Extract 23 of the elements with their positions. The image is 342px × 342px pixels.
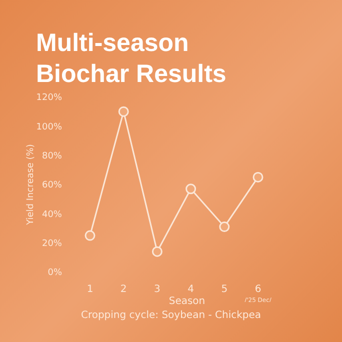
point (152, 246, 162, 257)
y-tick-label: 100% (36, 122, 62, 132)
x-axis-title: Season (168, 296, 206, 307)
chart-title: Multi-season Biochar Results (36, 28, 228, 90)
y-tick-label: 80% (42, 152, 62, 162)
y-tick-label: 120% (36, 93, 62, 104)
x-tick-label: 3 (154, 284, 160, 295)
text: Cropping cycle: Soybean - Chickpea (80, 310, 262, 321)
y-axis-title: Yield Increase (%) (26, 144, 36, 226)
point (186, 184, 196, 194)
point (84, 230, 96, 241)
x-tick-label: 4 (188, 284, 194, 295)
x-tick-label: 5 (221, 284, 228, 295)
x-tick-label: 6 (254, 284, 262, 295)
x-tick-label: 2 (120, 284, 127, 295)
point (219, 222, 230, 232)
y-tick-label: 20% (42, 239, 62, 250)
y-tick-label: 0% (48, 268, 62, 278)
x-tick-label: 1 (86, 284, 94, 295)
y-tick-label: 60% (42, 180, 62, 191)
point (252, 172, 264, 182)
point (118, 106, 129, 117)
y-tick-label: 40% (42, 210, 62, 220)
